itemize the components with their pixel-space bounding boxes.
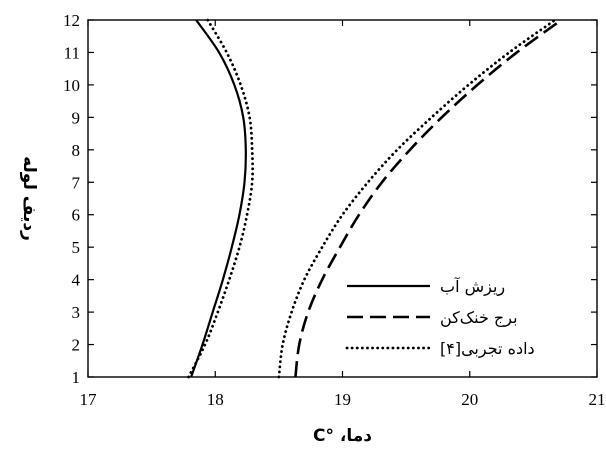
y-tick-label: 3 xyxy=(72,303,81,322)
y-tick-label: 2 xyxy=(72,336,81,355)
legend-label-2: داده تجربی[۴] xyxy=(440,339,535,359)
y-tick-label: 10 xyxy=(63,76,80,95)
series-line-1 xyxy=(294,18,563,378)
x-tick-label: 21 xyxy=(589,390,606,409)
x-axis: 17 18 19 20 21 xyxy=(80,20,606,409)
x-tick-label: 20 xyxy=(461,390,478,409)
y-tick-label: 12 xyxy=(63,11,80,30)
legend: ریزش آب برج خنک‌کن داده تجربی[۴] xyxy=(345,277,535,359)
y-tick-label: 8 xyxy=(72,141,81,160)
legend-label-0: ریزش آب xyxy=(440,277,505,297)
x-tick-label: 17 xyxy=(80,390,98,409)
series-line-3 xyxy=(187,18,255,379)
series-line-2 xyxy=(277,18,557,379)
legend-label-1: برج خنک‌کن xyxy=(440,308,518,328)
plot-border xyxy=(87,19,598,378)
y-tick-label: 9 xyxy=(72,108,81,127)
y-tick-label: 7 xyxy=(72,173,81,192)
y-tick-label: 6 xyxy=(72,206,81,225)
series-layer xyxy=(187,18,563,379)
y-axis-label: ردیف لوله xyxy=(19,156,39,241)
plot-frame xyxy=(87,19,598,378)
x-tick-label: 18 xyxy=(207,390,224,409)
x-tick-label: 19 xyxy=(334,390,351,409)
y-tick-label: 5 xyxy=(72,238,81,257)
y-tick-label: 4 xyxy=(72,271,81,290)
y-tick-label: 11 xyxy=(64,43,80,62)
series-line-0 xyxy=(190,19,247,378)
y-tick-label: 1 xyxy=(72,368,81,387)
x-axis-label: دما، °C xyxy=(313,426,372,446)
